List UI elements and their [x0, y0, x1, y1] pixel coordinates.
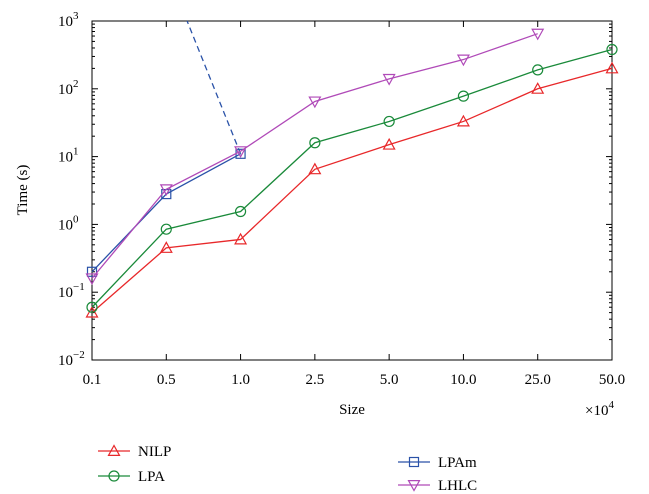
- legend-item-lpam: LPAm: [398, 455, 477, 471]
- legend-marker: [107, 444, 121, 456]
- data-point: [606, 43, 618, 56]
- x-tick-label: 5.0: [380, 372, 399, 388]
- y-axis-label: Time (s): [15, 165, 31, 216]
- series-line: [91, 153, 241, 273]
- y-tick-label: 10−1: [58, 281, 85, 301]
- legend-marker: [407, 480, 421, 492]
- legend-marker: [108, 470, 120, 482]
- data-point: [532, 64, 544, 76]
- data-point: [308, 96, 322, 109]
- data-point: [86, 301, 98, 313]
- data-point: [159, 241, 173, 253]
- legend-label: LHLC: [438, 478, 477, 494]
- series-line: [91, 48, 613, 308]
- legend-item-lhlc: LHLC: [398, 478, 477, 494]
- x-tick-label: 0.5: [157, 372, 176, 388]
- legend-label: NILP: [138, 444, 171, 460]
- y-tick-label: 103: [58, 10, 79, 30]
- y-axis-ticks: 10−2 10−1 100 101 102 103: [58, 10, 612, 369]
- data-point: [159, 184, 173, 196]
- series-line: [91, 33, 538, 279]
- y-tick-label: 10−2: [58, 349, 85, 369]
- data-point: [382, 73, 396, 86]
- y-tick-label: 100: [58, 213, 79, 233]
- series-nilp: [85, 61, 619, 318]
- plot-frame: [91, 20, 613, 361]
- data-point: [308, 162, 322, 175]
- series-layer: [85, 20, 619, 318]
- y-tick-label: 102: [58, 78, 79, 98]
- data-point: [234, 232, 248, 245]
- data-point: [531, 28, 545, 41]
- data-point: [382, 137, 396, 150]
- data-point: [605, 61, 619, 74]
- data-point: [456, 114, 470, 127]
- x-tick-label: 10.0: [450, 372, 476, 388]
- y-tick-label: 101: [58, 146, 79, 166]
- x-tick-label: 50.0: [599, 372, 625, 388]
- x-axis-multiplier: ×104: [585, 399, 614, 419]
- series-lpa: [86, 43, 618, 313]
- data-point: [234, 146, 248, 158]
- legend-item-lpa: LPA: [98, 469, 165, 485]
- data-point: [531, 82, 545, 94]
- data-point: [456, 54, 470, 67]
- x-tick-label: 2.5: [305, 372, 324, 388]
- x-axis-ticks: 0.1 0.5 1.0 2.5 5.0 10.0 25.0 50.0: [83, 21, 625, 388]
- legend-item-nilp: NILP: [98, 444, 171, 460]
- x-multiplier-exp: 4: [608, 399, 614, 411]
- x-multiplier-base: ×10: [585, 403, 608, 419]
- data-point: [160, 223, 172, 235]
- legend-label: LPAm: [438, 455, 477, 471]
- series-lhlc: [85, 28, 545, 286]
- data-point: [309, 137, 321, 149]
- x-tick-label: 0.1: [83, 372, 102, 388]
- data-point: [85, 273, 99, 286]
- series-lpam: [86, 20, 246, 277]
- data-point: [383, 115, 395, 128]
- data-point: [234, 205, 247, 218]
- series-line: [91, 67, 613, 314]
- legend-label: LPA: [138, 469, 165, 485]
- x-tick-label: 25.0: [525, 372, 551, 388]
- legend-marker: [408, 456, 420, 468]
- legend: NILP LPA LPAm LHLC: [98, 444, 477, 494]
- x-axis-label: Size: [339, 402, 365, 418]
- x-tick-label: 1.0: [231, 372, 250, 388]
- series-extrapolation: [186, 20, 242, 155]
- data-point: [86, 266, 98, 277]
- data-point: [457, 90, 470, 102]
